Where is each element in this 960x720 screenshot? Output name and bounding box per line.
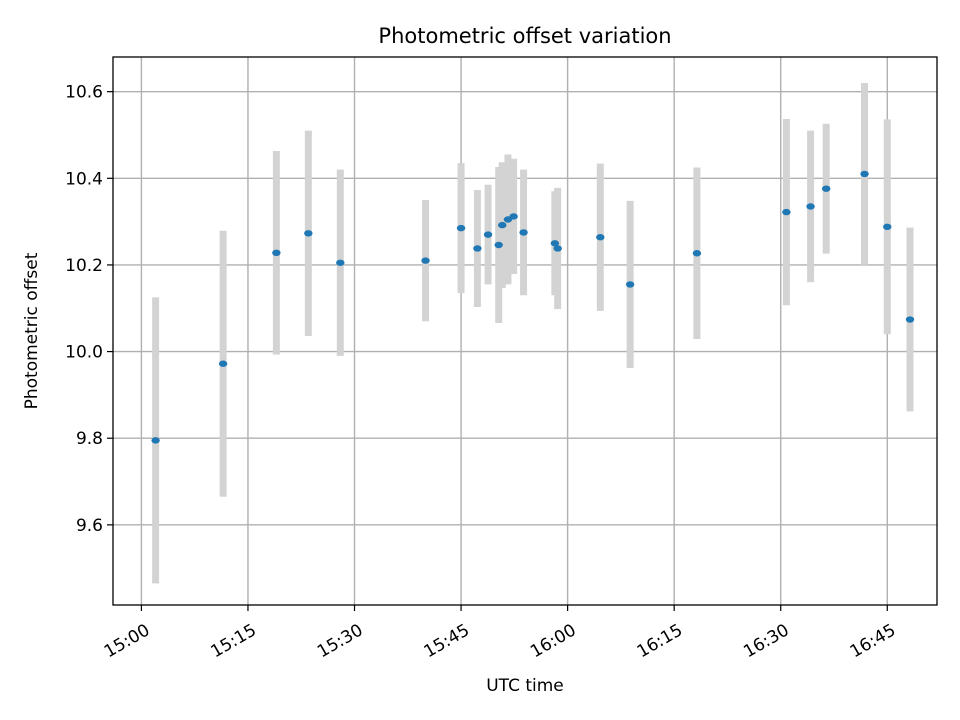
y-tick-label: 10.4 xyxy=(65,169,103,189)
errorbars xyxy=(152,82,914,584)
x-tick-label: 16:30 xyxy=(740,620,792,662)
data-point xyxy=(782,208,791,216)
data-point xyxy=(821,185,831,192)
data-point xyxy=(553,245,562,252)
y-axis-ticks: 9.6 9.8 10.0 10.2 10.4 10.6 xyxy=(65,83,113,536)
data-point xyxy=(304,230,313,237)
x-tick-label: 15:15 xyxy=(207,620,259,662)
y-axis-title: Photometric offset xyxy=(22,252,42,409)
data-point xyxy=(509,213,518,220)
data-point xyxy=(272,249,281,257)
data-point xyxy=(483,231,493,238)
x-axis-title: UTC time xyxy=(486,676,564,696)
x-tick-label: 16:45 xyxy=(847,620,899,662)
data-point xyxy=(456,224,466,232)
x-tick-label: 16:15 xyxy=(634,620,686,662)
plot-frame xyxy=(112,56,938,606)
data-point xyxy=(806,203,815,210)
y-tick-label: 10.0 xyxy=(65,343,103,363)
data-point xyxy=(151,437,160,444)
data-point xyxy=(473,245,482,252)
y-tick-label: 10.6 xyxy=(65,83,103,103)
x-tick-label: 15:00 xyxy=(101,620,153,662)
y-tick-label: 9.8 xyxy=(76,429,103,449)
data-point xyxy=(421,257,430,264)
data-point xyxy=(498,221,507,229)
data-markers xyxy=(151,170,915,444)
data-point xyxy=(692,250,702,257)
data-point xyxy=(596,234,605,241)
data-point xyxy=(494,241,503,249)
y-tick-label: 9.6 xyxy=(76,516,103,536)
data-point xyxy=(519,229,528,236)
data-point xyxy=(550,240,560,247)
x-tick-label: 15:30 xyxy=(314,620,366,662)
x-axis-ticks: 15:00 15:15 15:30 15:45 16:00 16:15 16:30 16:45 xyxy=(101,605,899,662)
data-point xyxy=(860,170,869,178)
x-tick-label: 16:00 xyxy=(527,620,579,662)
data-point xyxy=(218,360,228,367)
data-point xyxy=(336,259,345,266)
data-point xyxy=(905,316,915,323)
data-point xyxy=(883,223,892,231)
chart-title: Photometric offset variation xyxy=(378,24,671,48)
y-tick-label: 10.2 xyxy=(65,256,103,276)
data-point xyxy=(625,281,635,288)
x-tick-label: 15:45 xyxy=(421,620,473,662)
